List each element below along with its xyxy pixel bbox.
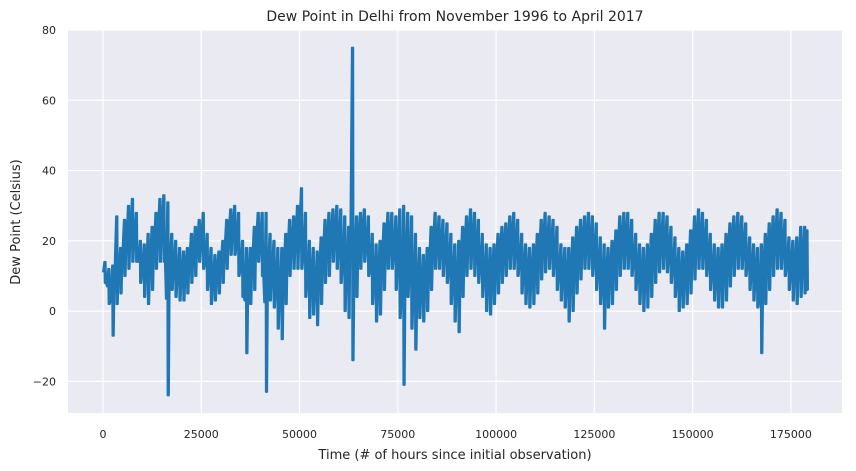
y-tick-label: −20 [33, 375, 56, 388]
chart-title: Dew Point in Delhi from November 1996 to… [266, 9, 643, 25]
y-tick-labels: −20 0 20 40 60 80 [33, 24, 56, 388]
x-tick-label: 50000 [282, 428, 317, 441]
series-layer [102, 46, 809, 397]
y-tick-label: 40 [42, 165, 56, 178]
x-tick-label: 150000 [672, 428, 714, 441]
x-axis-label: Time (# of hours since initial observati… [317, 448, 591, 463]
x-tick-label: 100000 [475, 428, 517, 441]
y-tick-label: 60 [42, 94, 56, 107]
y-tick-label: 0 [49, 305, 56, 318]
y-tick-label: 20 [42, 235, 56, 248]
x-tick-label: 125000 [573, 428, 615, 441]
plot-background [68, 30, 842, 413]
x-tick-label: 75000 [380, 428, 415, 441]
y-tick-label: 80 [42, 24, 56, 37]
x-tick-label: 25000 [184, 428, 219, 441]
x-tick-labels: 0 25000 50000 75000 100000 125000 150000 175000 [99, 428, 811, 441]
x-tick-label: 175000 [770, 428, 812, 441]
dew-point-series-line [102, 46, 809, 397]
y-axis-label: Dew Point (Celsius) [9, 159, 24, 284]
x-tick-label: 0 [99, 428, 106, 441]
